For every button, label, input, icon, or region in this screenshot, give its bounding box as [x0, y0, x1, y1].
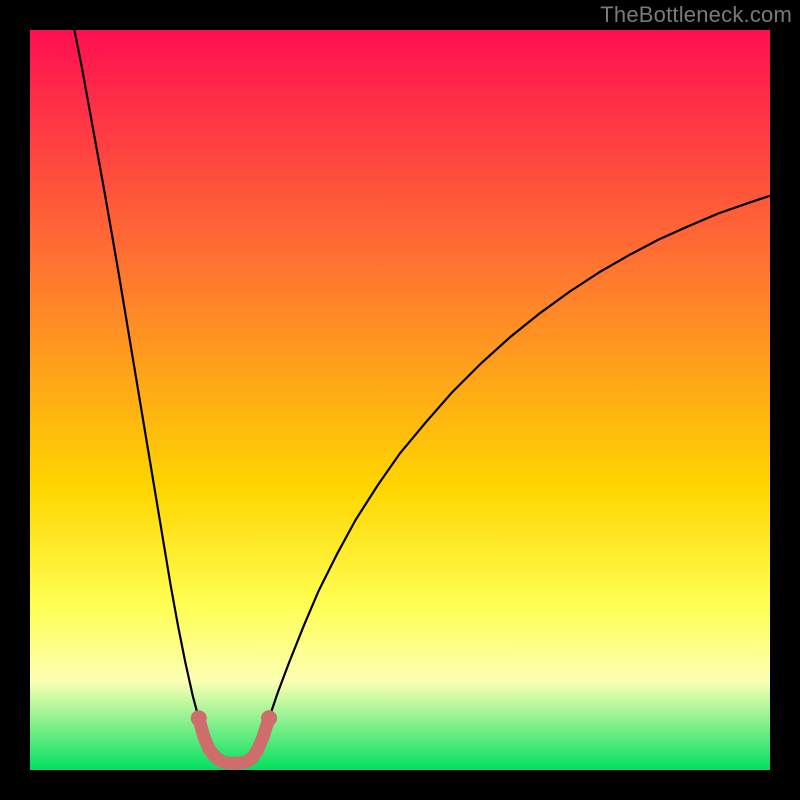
watermark-text: TheBottleneck.com	[600, 2, 792, 28]
bottleneck-chart	[0, 0, 800, 800]
chart-container: TheBottleneck.com	[0, 0, 800, 800]
optimal-region-start-marker	[191, 710, 207, 726]
plot-background	[30, 30, 770, 770]
optimal-region-end-marker	[261, 710, 277, 726]
